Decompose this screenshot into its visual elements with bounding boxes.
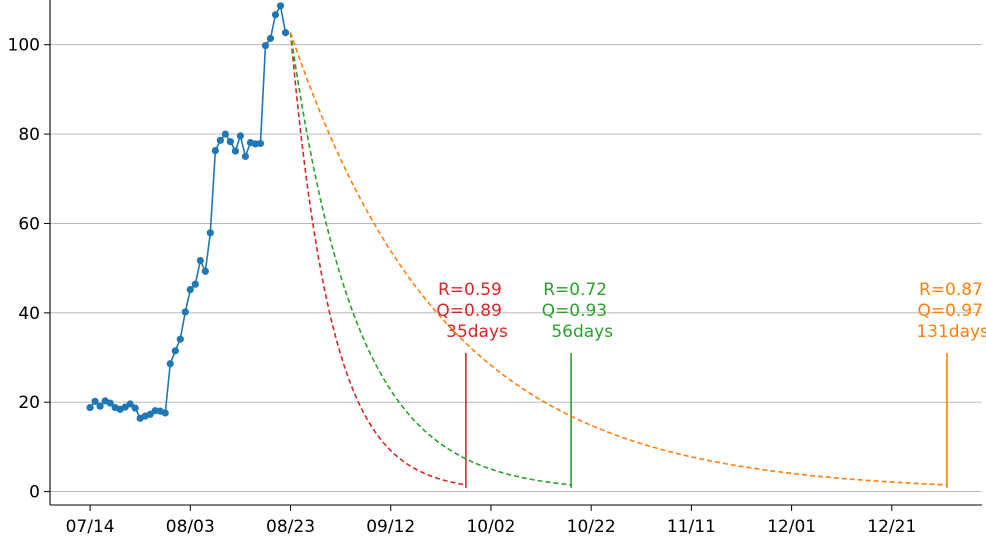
observed-point bbox=[196, 256, 204, 265]
observed-point bbox=[211, 147, 219, 155]
observed-point bbox=[206, 229, 214, 237]
observed-point bbox=[126, 400, 134, 408]
observed-point bbox=[216, 136, 224, 144]
projection-curve-green bbox=[289, 32, 572, 486]
observed-point bbox=[241, 152, 250, 161]
x-tick-label: 08/23 bbox=[266, 517, 315, 537]
y-axis: 0 20 40 60 80 100 bbox=[8, 36, 50, 503]
observed-point bbox=[201, 267, 209, 275]
observed-point bbox=[171, 347, 179, 355]
x-tick-label: 12/21 bbox=[867, 517, 916, 537]
x-tick-label: 08/03 bbox=[166, 517, 215, 537]
projection-curve-orange bbox=[289, 32, 947, 486]
observed-point bbox=[91, 397, 99, 405]
annotation-days: 35days bbox=[446, 322, 508, 342]
observed-point bbox=[191, 280, 199, 288]
observed-point bbox=[96, 402, 104, 410]
observed-point bbox=[281, 29, 290, 37]
annotation-q: Q=0.93 bbox=[542, 301, 607, 321]
observed-point bbox=[86, 403, 94, 412]
observed-point bbox=[176, 335, 184, 343]
grid bbox=[50, 44, 982, 493]
x-tick-label: 11/11 bbox=[667, 517, 716, 537]
y-tick-label: 0 bbox=[29, 483, 40, 503]
projection-curve-red bbox=[289, 32, 467, 486]
y-tick-label: 80 bbox=[18, 125, 40, 145]
annotation-q: Q=0.97 bbox=[917, 301, 982, 321]
x-tick-label: 10/22 bbox=[567, 517, 616, 537]
observed-point bbox=[226, 138, 234, 146]
observed-point bbox=[161, 409, 169, 417]
observed-point bbox=[146, 410, 154, 418]
observed-point bbox=[276, 2, 285, 10]
annotation-r: R=0.87 bbox=[919, 280, 983, 300]
annotation-days: 131days bbox=[916, 322, 986, 342]
annotation-r: R=0.59 bbox=[438, 280, 502, 300]
axis-frame bbox=[49, 0, 982, 506]
observed-point bbox=[221, 130, 229, 138]
annotation-q: Q=0.89 bbox=[436, 301, 501, 321]
y-tick-label: 20 bbox=[18, 393, 40, 413]
x-tick-label: 09/12 bbox=[366, 517, 415, 537]
y-tick-label: 60 bbox=[18, 214, 40, 234]
observed-line bbox=[89, 3, 287, 420]
observed-point bbox=[261, 41, 270, 50]
annotation-r: R=0.72 bbox=[543, 280, 607, 300]
observed-point bbox=[106, 399, 114, 407]
x-axis: 07/14 08/03 08/23 09/12 10/02 10/22 11/11 12/01… bbox=[66, 505, 916, 537]
x-tick-label: 12/01 bbox=[767, 517, 816, 537]
observed-point bbox=[131, 404, 139, 412]
observed-point bbox=[236, 132, 245, 140]
observed-series bbox=[86, 2, 290, 422]
observed-point bbox=[186, 285, 194, 294]
observed-point bbox=[166, 360, 174, 368]
x-tick-label: 07/14 bbox=[66, 517, 115, 537]
observed-point bbox=[271, 11, 280, 19]
x-tick-label: 10/02 bbox=[466, 517, 515, 537]
observed-point bbox=[256, 139, 265, 148]
observed-point bbox=[266, 34, 275, 43]
y-tick-label: 100 bbox=[8, 36, 40, 56]
observed-point bbox=[181, 308, 189, 316]
y-tick-label: 40 bbox=[18, 304, 40, 324]
annotation-days: 56days bbox=[551, 322, 613, 342]
observed-point bbox=[231, 147, 239, 155]
